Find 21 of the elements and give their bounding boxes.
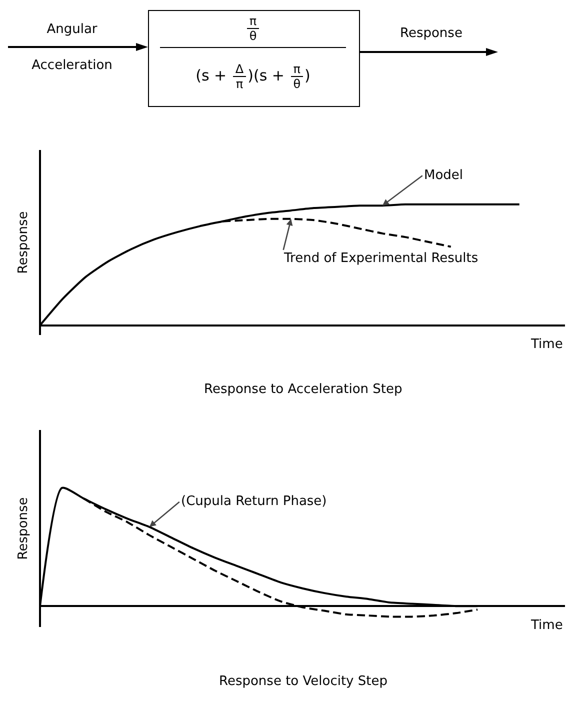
annotation: (Cupula Return Phase) (181, 494, 327, 509)
series-label: Trend of Experimental Results (283, 251, 478, 266)
text: θ (293, 77, 301, 91)
text: Response to Acceleration Step (204, 382, 402, 397)
y-axis-title: Response (16, 211, 31, 274)
text: Angular (46, 22, 98, 37)
text: Δ (233, 62, 246, 77)
text: )(s + (248, 66, 284, 85)
text: θ (249, 29, 257, 43)
text: (s + (196, 66, 227, 85)
text: Response to Velocity Step (219, 674, 388, 689)
text: π (247, 14, 259, 29)
text: Acceleration (30, 58, 114, 73)
series-label: Model (424, 168, 464, 183)
text: π (236, 77, 244, 91)
y-axis-title: Response (16, 497, 31, 560)
x-axis-title: Time (530, 618, 563, 633)
text: Response (400, 26, 462, 41)
x-axis-title: Time (530, 337, 563, 352)
text: π (291, 62, 303, 77)
text: ) (304, 66, 310, 85)
